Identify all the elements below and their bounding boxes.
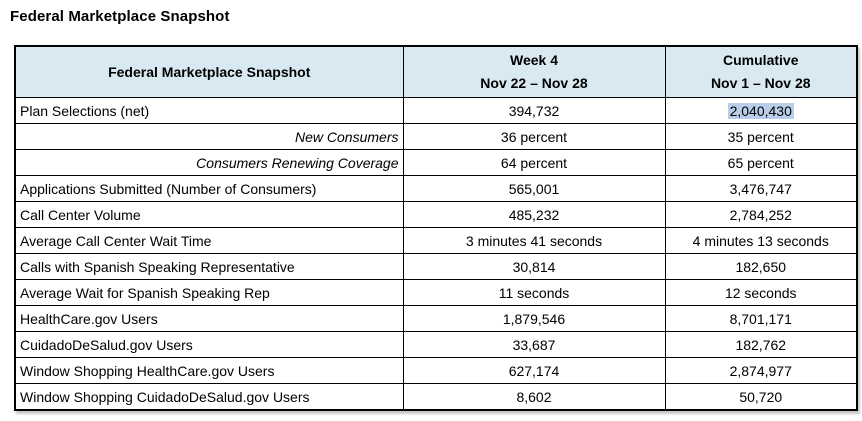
cumulative-value: 182,762 [664,331,858,358]
week4-value: 3 minutes 41 seconds [402,227,666,254]
row-label: New Consumers [14,123,404,150]
row-label: Call Center Volume [14,201,404,228]
cumulative-value: 182,650 [664,253,858,280]
header-cumulative-column: Cumulative Nov 1 – Nov 28 [664,45,858,98]
table-row-spanish-wait: Average Wait for Spanish Speaking Rep 11… [14,279,858,306]
row-label: Applications Submitted (Number of Consum… [14,175,404,202]
table-header: Federal Marketplace Snapshot Week 4 Nov … [14,45,858,98]
week4-value: 64 percent [402,149,666,176]
header-week4-column: Week 4 Nov 22 – Nov 28 [402,45,666,98]
table-row-new-consumers: New Consumers 36 percent 35 percent [14,123,858,150]
header-week4-title: Week 4 [510,52,558,68]
table-row-spanish-calls: Calls with Spanish Speaking Representati… [14,253,858,280]
header-cumulative-title: Cumulative [723,52,799,68]
cumulative-value: 2,040,430 [664,97,858,124]
header-label-column: Federal Marketplace Snapshot [14,45,404,98]
cumulative-value: 4 minutes 13 seconds [664,227,858,254]
week4-value: 485,232 [402,201,666,228]
week4-value: 33,687 [402,331,666,358]
row-label: Window Shopping HealthCare.gov Users [14,357,404,384]
cumulative-value: 50,720 [664,383,858,411]
row-label: Average Call Center Wait Time [14,227,404,254]
week4-value: 565,001 [402,175,666,202]
table-row-cuidadodesalud-users: CuidadoDeSalud.gov Users 33,687 182,762 [14,331,858,358]
row-label: Consumers Renewing Coverage [14,149,404,176]
cumulative-value: 12 seconds [664,279,858,306]
week4-value: 30,814 [402,253,666,280]
table-row-consumers-renewing: Consumers Renewing Coverage 64 percent 6… [14,149,858,176]
week4-value: 11 seconds [402,279,666,306]
row-label: CuidadoDeSalud.gov Users [14,331,404,358]
table-body: Plan Selections (net) 394,732 2,040,430 … [14,97,858,411]
row-label: Average Wait for Spanish Speaking Rep [14,279,404,306]
cumulative-value: 2,784,252 [664,201,858,228]
week4-value: 1,879,546 [402,305,666,332]
week4-value: 627,174 [402,357,666,384]
table-row-window-shopping-cuidadodesalud: Window Shopping CuidadoDeSalud.gov Users… [14,383,858,411]
week4-value: 36 percent [402,123,666,150]
week4-value: 8,602 [402,383,666,411]
table-row-applications-submitted: Applications Submitted (Number of Consum… [14,175,858,202]
header-row: Federal Marketplace Snapshot Week 4 Nov … [14,45,858,98]
header-cumulative-dates: Nov 1 – Nov 28 [710,75,811,91]
page-title: Federal Marketplace Snapshot [10,8,230,25]
table-row-plan-selections: Plan Selections (net) 394,732 2,040,430 [14,97,858,124]
cumulative-value: 8,701,171 [664,305,858,332]
selected-text-highlight: 2,040,430 [727,102,794,119]
table-row-avg-wait-time: Average Call Center Wait Time 3 minutes … [14,227,858,254]
cumulative-value: 65 percent [664,149,858,176]
row-label: HealthCare.gov Users [14,305,404,332]
cumulative-value: 3,476,747 [664,175,858,202]
header-label-text: Federal Marketplace Snapshot [108,63,311,80]
row-label: Plan Selections (net) [14,97,404,124]
row-label: Window Shopping CuidadoDeSalud.gov Users [14,383,404,411]
cumulative-value: 2,874,977 [664,357,858,384]
row-label: Calls with Spanish Speaking Representati… [14,253,404,280]
week4-value: 394,732 [402,97,666,124]
table-row-call-center-volume: Call Center Volume 485,232 2,784,252 [14,201,858,228]
cumulative-value: 35 percent [664,123,858,150]
snapshot-table: Federal Marketplace Snapshot Week 4 Nov … [14,45,858,411]
table-row-healthcare-users: HealthCare.gov Users 1,879,546 8,701,171 [14,305,858,332]
table-row-window-shopping-healthcare: Window Shopping HealthCare.gov Users 627… [14,357,858,384]
header-week4-dates: Nov 22 – Nov 28 [480,75,588,91]
